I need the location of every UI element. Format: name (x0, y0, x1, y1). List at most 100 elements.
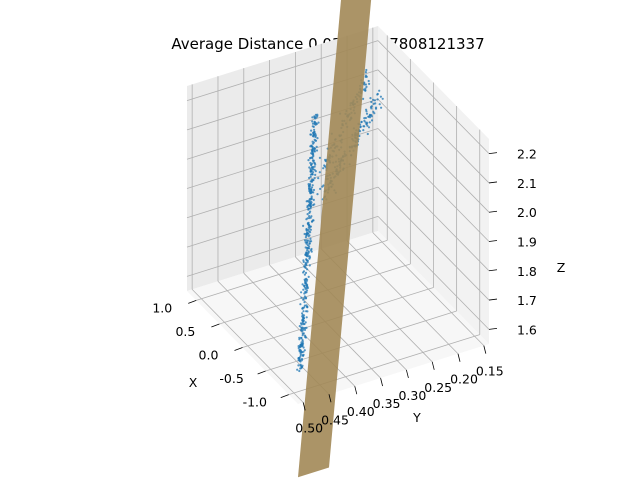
data-point (299, 364, 302, 367)
data-point (308, 256, 312, 259)
data-point (308, 240, 312, 243)
data-point (300, 357, 304, 361)
data-point (305, 316, 308, 319)
data-point (305, 239, 308, 242)
data-point (304, 271, 308, 274)
data-point (312, 188, 316, 192)
data-point (315, 145, 318, 148)
data-point (305, 262, 308, 265)
data-point (362, 125, 365, 128)
x-tick-mark (234, 347, 243, 351)
data-point (314, 113, 317, 116)
x-grid-line (196, 240, 388, 301)
data-point (374, 102, 377, 105)
data-point (369, 97, 372, 100)
data-point (308, 264, 311, 267)
data-point (364, 75, 367, 78)
z-tick-mark (488, 210, 498, 213)
data-point (378, 103, 381, 106)
data-point (298, 359, 301, 362)
data-point (309, 175, 312, 178)
x-tick-mark (280, 394, 289, 398)
data-point (373, 112, 376, 115)
data-point (362, 129, 365, 132)
data-point (305, 291, 308, 294)
data-point (296, 368, 299, 371)
data-point (367, 126, 371, 129)
data-point (370, 119, 374, 122)
data-point (306, 244, 309, 247)
data-point (309, 237, 312, 240)
data-point (302, 346, 305, 349)
data-point (309, 192, 312, 195)
data-point (312, 204, 315, 207)
data-point (309, 205, 313, 208)
data-point (305, 232, 308, 235)
z-grid-line (377, 40, 490, 154)
data-point (311, 219, 315, 222)
data-point (311, 120, 314, 123)
data-point (298, 369, 301, 373)
data-point (303, 328, 307, 331)
data-point (318, 156, 321, 159)
data-point (309, 157, 312, 160)
data-point (306, 259, 309, 262)
data-point (311, 145, 314, 149)
data-point (303, 306, 306, 309)
data-point (307, 207, 310, 210)
z-grid-line (377, 98, 490, 213)
data-point (306, 310, 309, 313)
z-tick-label: 2.1 (517, 176, 537, 191)
data-point (310, 129, 313, 132)
y-tick-mark (483, 345, 487, 354)
y-tick-label: 0.50 (295, 420, 323, 435)
data-point (299, 343, 302, 346)
data-point (297, 357, 300, 360)
data-point (307, 200, 311, 203)
x-tick-mark (211, 323, 220, 328)
data-point (309, 169, 312, 172)
data-point (310, 180, 313, 183)
z-tick-label: 1.8 (517, 264, 537, 279)
data-point (298, 325, 301, 328)
data-point (312, 132, 315, 135)
data-point (297, 364, 300, 367)
data-point (302, 354, 305, 357)
z-grid-line (377, 216, 490, 330)
data-point (300, 351, 304, 354)
data-point (305, 255, 308, 258)
data-point (322, 184, 325, 187)
x-axis-label: X (189, 375, 198, 390)
data-point (370, 115, 373, 118)
x-tick-label: -1.0 (243, 395, 267, 410)
data-point (310, 186, 314, 189)
data-point (304, 236, 307, 239)
data-point (315, 149, 319, 152)
data-point (305, 296, 308, 299)
data-point (302, 332, 305, 335)
data-point (313, 162, 316, 165)
data-point (302, 310, 305, 313)
data-point (309, 133, 313, 136)
data-point (305, 241, 308, 244)
data-point (313, 147, 316, 150)
data-point (370, 107, 373, 110)
data-point (314, 139, 318, 142)
data-point (309, 161, 312, 165)
data-point (308, 166, 311, 169)
data-point (306, 285, 309, 288)
z-tick-label: 1.7 (517, 293, 537, 308)
data-point (303, 322, 306, 326)
data-point (368, 82, 371, 85)
data-point (310, 149, 313, 152)
y-axis-label: Y (412, 410, 421, 425)
z-grid-line (377, 186, 490, 301)
data-point (303, 232, 306, 236)
data-point (317, 177, 320, 180)
data-point (311, 142, 315, 145)
x-tick-label: 0.5 (175, 324, 195, 339)
data-point (367, 79, 370, 83)
data-point (308, 198, 311, 201)
data-point (306, 305, 309, 308)
